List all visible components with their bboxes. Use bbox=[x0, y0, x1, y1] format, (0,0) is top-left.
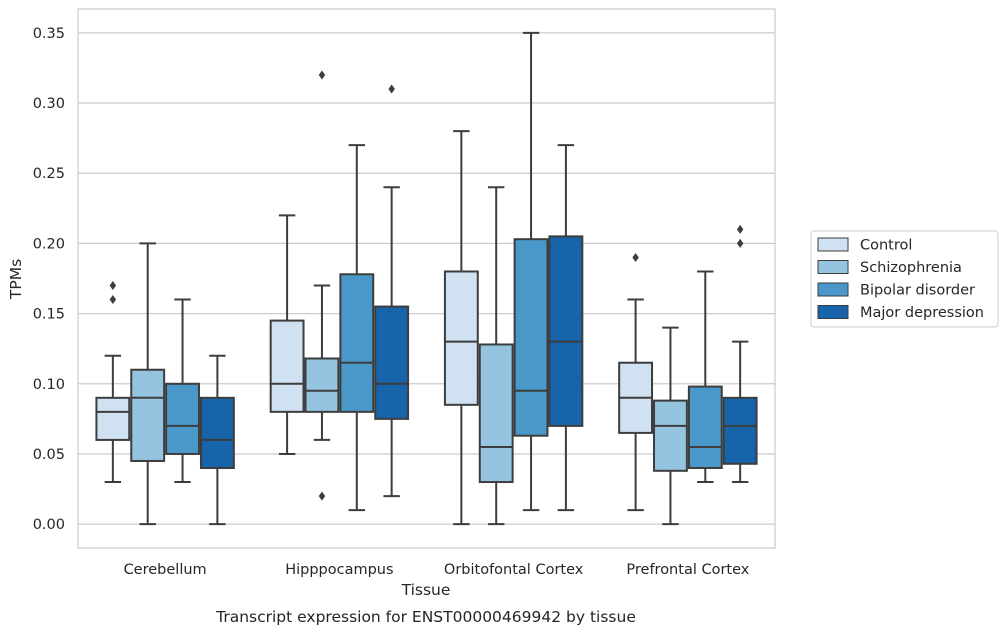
y-tick-labels: 0.00 0.05 0.10 0.15 0.20 0.25 0.30 0.35 bbox=[33, 26, 65, 533]
iqr-box bbox=[443, 270, 479, 406]
iqr-box bbox=[478, 343, 514, 484]
iqr-box bbox=[304, 357, 340, 413]
x-tick-label: Cerebellum bbox=[124, 562, 207, 578]
box-major-depression bbox=[722, 224, 758, 484]
legend-label: Major depression bbox=[860, 305, 984, 321]
box-major-depression bbox=[548, 144, 584, 512]
iqr-box bbox=[339, 273, 375, 413]
y-tick-label: 0.15 bbox=[33, 307, 65, 323]
box-bipolar-disorder bbox=[687, 270, 723, 484]
iqr-box bbox=[130, 368, 166, 462]
outlier-point bbox=[388, 84, 395, 94]
iqr-box bbox=[374, 305, 410, 420]
outlier-point bbox=[632, 252, 639, 262]
y-tick-label: 0.20 bbox=[33, 236, 65, 252]
legend-frame bbox=[810, 230, 999, 328]
box-schizophrenia bbox=[130, 242, 166, 526]
outlier-point bbox=[736, 238, 744, 248]
plot-frame bbox=[77, 8, 776, 549]
iqr-box bbox=[513, 238, 549, 437]
iqr-box bbox=[687, 385, 723, 469]
x-tick-label: Orbitofontal Cortex bbox=[444, 562, 584, 578]
outlier-point bbox=[318, 70, 326, 80]
x-axis-label: Tissue bbox=[401, 581, 451, 599]
box-control bbox=[618, 252, 654, 512]
legend-swatch bbox=[817, 305, 849, 319]
box-schizophrenia bbox=[304, 70, 340, 501]
y-tick-label: 0.05 bbox=[33, 447, 65, 463]
legend-swatch bbox=[817, 237, 849, 252]
box-control bbox=[95, 281, 131, 484]
y-tick-label: 0.10 bbox=[33, 377, 65, 393]
y-axis-label: TPMs bbox=[7, 259, 25, 300]
outlier-point bbox=[109, 295, 117, 305]
legend: Control Schizophrenia Bipolar disorder Majo… bbox=[810, 230, 999, 328]
iqr-box bbox=[199, 396, 235, 469]
y-tick-label: 0.35 bbox=[33, 26, 65, 42]
iqr-box bbox=[165, 382, 200, 455]
legend-label: Control bbox=[860, 238, 912, 254]
chart-caption: Transcript expression for ENST0000046994… bbox=[215, 608, 636, 626]
x-tick-label: Prefrontal Cortex bbox=[626, 562, 749, 578]
iqr-box bbox=[653, 399, 688, 472]
iqr-box bbox=[548, 235, 584, 427]
x-tick-label: Hipppocampus bbox=[285, 562, 393, 578]
box-schizophrenia bbox=[478, 186, 514, 526]
outlier-point bbox=[109, 281, 117, 291]
y-tick-label: 0.30 bbox=[33, 96, 65, 112]
box-control bbox=[443, 130, 479, 526]
box-bipolar-disorder bbox=[165, 298, 200, 484]
box-bipolar-disorder bbox=[339, 144, 375, 512]
box-schizophrenia bbox=[653, 326, 688, 526]
box-major-depression bbox=[374, 84, 410, 498]
y-tick-label: 0.00 bbox=[33, 517, 65, 533]
box-control bbox=[269, 214, 305, 455]
box-bipolar-disorder bbox=[513, 31, 549, 512]
y-tick-label: 0.25 bbox=[33, 166, 65, 182]
iqr-box bbox=[95, 396, 131, 441]
box-major-depression bbox=[199, 354, 235, 526]
iqr-box bbox=[722, 396, 758, 465]
outlier-point bbox=[736, 224, 744, 234]
legend-label: Schizophrenia bbox=[860, 260, 962, 276]
iqr-box bbox=[269, 319, 305, 413]
x-tick-labels: Cerebellum Hipppocampus Orbitofontal Corte… bbox=[124, 562, 750, 578]
legend-label: Bipolar disorder bbox=[860, 283, 975, 299]
boxes bbox=[95, 31, 758, 526]
legend-swatch bbox=[817, 260, 849, 274]
legend-swatch bbox=[817, 282, 849, 297]
outlier-point bbox=[318, 491, 326, 501]
